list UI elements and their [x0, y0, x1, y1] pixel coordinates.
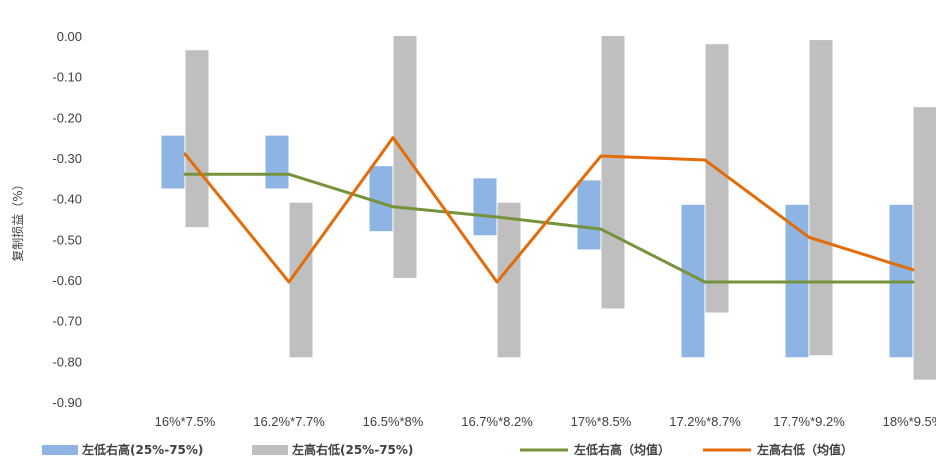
y-tick-label: -0.60: [52, 273, 82, 288]
y-tick-label: -0.10: [52, 70, 82, 85]
range-bar-low-left: [161, 135, 185, 189]
range-bar-high-left: [185, 50, 209, 228]
range-bar-high-left: [809, 40, 833, 356]
x-tick-label: 16.2%*7.7%: [253, 414, 325, 429]
range-bar-high-left: [705, 44, 729, 313]
y-tick-label: -0.50: [52, 232, 82, 247]
range-bar-high-left: [289, 202, 313, 358]
y-axis-ticks: 0.00 -0.10 -0.20 -0.30 -0.40 -0.50 -0.60 -0.70 -…: [52, 29, 82, 410]
legend-label: 左高右低（均值）: [756, 442, 853, 457]
legend-label: 左低右高（均值）: [573, 442, 670, 457]
x-tick-label: 16.7%*8.2%: [461, 414, 533, 429]
x-axis-ticks: 16%*7.5% 16.2%*7.7% 16.5%*8% 16.7%*8.2% 17%*…: [155, 414, 936, 429]
range-bar-low-left: [681, 204, 705, 358]
x-tick-label: 18%*9.5%: [883, 414, 936, 429]
y-tick-label: -0.40: [52, 192, 82, 207]
x-tick-label: 17%*8.5%: [571, 414, 632, 429]
y-tick-label: -0.30: [52, 151, 82, 166]
y-tick-label: 0.00: [57, 29, 82, 44]
legend-label: 左低右高(25%-75%): [81, 442, 203, 457]
range-bar-low-left: [577, 180, 601, 250]
mean-lines: [183, 136, 915, 284]
y-tick-label: -0.80: [52, 354, 82, 369]
mean-line-low-left: [183, 172, 915, 284]
x-tick-label: 16.5%*8%: [363, 414, 424, 429]
legend-label: 左高右低(25%-75%): [291, 442, 413, 457]
x-tick-label: 17.7%*9.2%: [773, 414, 845, 429]
range-bar-high-left: [601, 36, 625, 309]
y-tick-label: -0.20: [52, 110, 82, 125]
range-bar-high-left: [393, 36, 417, 278]
legend-swatch: [252, 445, 288, 455]
x-tick-label: 17.2%*8.7%: [669, 414, 741, 429]
range-bar-low-left: [473, 178, 497, 236]
y-axis-label: 复制损益（%）: [11, 178, 25, 261]
y-tick-label: -0.70: [52, 314, 82, 329]
range-bar-high-left: [497, 202, 521, 358]
y-tick-label: -0.90: [52, 395, 82, 410]
range-bar-high-left: [913, 107, 936, 380]
range-bar-low-left: [369, 166, 393, 232]
range-bar-low-left: [265, 135, 289, 189]
legend-swatch: [42, 445, 78, 455]
legend: 左低右高(25%-75%) 左高右低(25%-75%) 左低右高（均值） 左高右低（均…: [42, 442, 853, 457]
x-tick-label: 16%*7.5%: [155, 414, 216, 429]
range-bars: [161, 36, 936, 380]
mean-line-high-left: [183, 136, 915, 284]
